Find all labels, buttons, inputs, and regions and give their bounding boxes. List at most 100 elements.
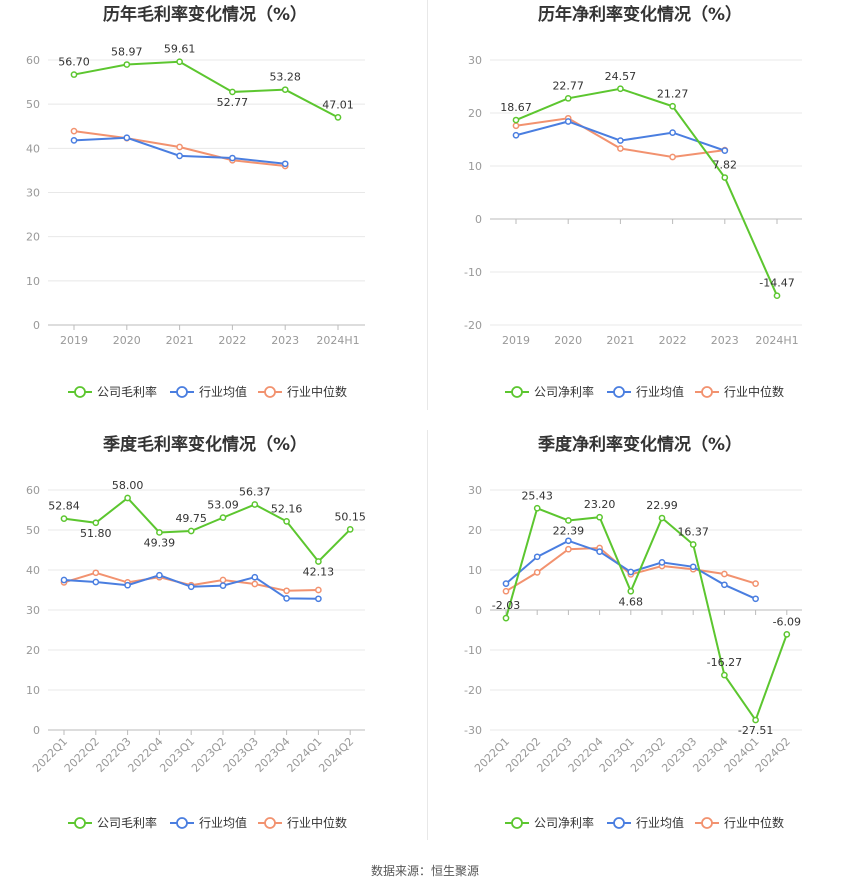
- source-note: 数据来源：恒生聚源: [370, 864, 479, 878]
- data-point-industry_avg: [565, 537, 572, 545]
- data-label: 51.80: [80, 527, 112, 540]
- legend-label-company: 公司净利率: [534, 384, 594, 399]
- data-point-industry_avg: [502, 580, 510, 587]
- data-label: 53.28: [269, 71, 301, 84]
- data-point-industry_avg: [752, 595, 759, 603]
- data-label: 56.37: [239, 486, 271, 499]
- vertical-divider-top: [427, 0, 428, 410]
- data-label: 23.20: [584, 498, 616, 511]
- series-line-company: [505, 506, 788, 723]
- data-point-industry_avg: [315, 595, 322, 603]
- data-point-industry_median: [502, 587, 510, 595]
- y-tick-label: 10: [26, 684, 40, 697]
- data-point-company: [251, 501, 259, 508]
- y-tick-label: 0: [33, 724, 40, 737]
- data-label: 22.39: [553, 524, 585, 537]
- data-point-industry_median: [669, 153, 676, 161]
- x-tick-label: 2021: [166, 334, 194, 347]
- x-tick-label: 2023: [271, 334, 299, 347]
- data-point-industry_avg: [533, 553, 541, 561]
- x-tick-label: 2019: [60, 334, 88, 347]
- data-point-company: [70, 71, 78, 78]
- data-label: 22.99: [646, 499, 678, 512]
- data-point-industry_avg: [251, 573, 259, 581]
- annual-net-margin-chart: 历年净利率变化情况（%） -20 -10 0 10 20 30 2019 2020 2021 202…: [430, 0, 850, 410]
- data-point-industry_avg: [721, 581, 728, 589]
- y-tick-label: 40: [26, 564, 40, 577]
- legend-label-industry_median: 行业中位数: [724, 384, 784, 399]
- data-label: 58.97: [111, 46, 143, 59]
- legend-label-industry_median: 行业中位数: [724, 815, 784, 830]
- y-tick-label: -30: [464, 724, 482, 737]
- data-point-company: [752, 716, 759, 724]
- data-point-company: [669, 102, 676, 110]
- data-point-industry_avg: [617, 137, 624, 144]
- x-tick-label: 2024H1: [316, 334, 359, 347]
- data-point-company: [512, 116, 520, 124]
- data-point-industry_median: [176, 143, 183, 151]
- legend-marker-company: [511, 817, 523, 829]
- data-point-industry_median: [219, 576, 227, 584]
- data-point-industry_avg: [627, 568, 635, 576]
- x-tick-label: 2024H1: [755, 334, 798, 347]
- x-tick-label: 2022: [218, 334, 246, 347]
- data-point-industry_avg: [564, 118, 572, 125]
- y-tick-label: -10: [464, 266, 482, 279]
- data-label: 53.09: [207, 499, 239, 512]
- legend-label-company: 公司毛利率: [97, 384, 157, 399]
- data-point-industry_avg: [60, 576, 68, 584]
- chart-svg-3: 季度净利率变化情况（%）-30-20-1001020302022Q12022Q2…: [464, 434, 802, 830]
- chart-title: 历年毛利率变化情况（%）: [103, 4, 307, 25]
- vertical-divider-bottom: [427, 430, 428, 840]
- data-point-industry_avg: [596, 548, 603, 555]
- chart-svg-1: 历年净利率变化情况（%） -20 -10 0 10 20 30 2019 2020 2021 202…: [464, 4, 802, 399]
- series-line-industry_avg: [73, 136, 286, 165]
- legend-marker-industry_median: [701, 386, 713, 398]
- legend-marker-industry_avg: [176, 386, 188, 398]
- data-point-industry_median: [617, 145, 624, 152]
- data-point-industry_avg: [689, 563, 697, 571]
- data-point-industry_avg: [669, 129, 676, 136]
- data-label: 52.16: [271, 502, 303, 515]
- series-line-company: [515, 87, 778, 297]
- data-label: 24.57: [605, 70, 637, 83]
- y-tick-label: 60: [26, 54, 40, 67]
- data-point-industry_avg: [658, 559, 666, 566]
- data-point-industry_median: [565, 545, 572, 553]
- data-point-industry_avg: [512, 131, 520, 139]
- legend-label-industry_avg: 行业均值: [636, 384, 684, 399]
- y-tick-label: 20: [468, 524, 482, 537]
- legend-marker-company: [74, 817, 86, 829]
- data-point-company: [124, 494, 131, 502]
- y-tick-label: 0: [475, 604, 482, 617]
- data-label: 4.68: [619, 595, 644, 608]
- y-tick-label: 20: [26, 231, 40, 244]
- data-label: 58.00: [112, 479, 144, 492]
- data-label: 52.84: [48, 500, 80, 513]
- x-tick-label: 2021: [606, 334, 634, 347]
- data-point-company: [92, 519, 100, 527]
- legend-marker-industry_avg: [176, 817, 188, 829]
- legend-label-industry_median: 行业中位数: [287, 815, 347, 830]
- data-point-industry_median: [251, 580, 259, 588]
- series-line-company: [63, 496, 351, 563]
- y-tick-label: 0: [33, 319, 40, 332]
- y-tick-label: 20: [26, 644, 40, 657]
- y-tick-label: 20: [468, 107, 482, 120]
- data-label: 42.13: [303, 565, 335, 578]
- y-tick-label: 30: [468, 54, 482, 67]
- data-point-industry_median: [315, 586, 322, 594]
- y-tick-label: -20: [464, 319, 482, 332]
- data-point-company: [334, 114, 342, 121]
- data-point-company: [564, 94, 572, 102]
- legend-marker-industry_median: [264, 817, 276, 829]
- data-point-industry_avg: [123, 134, 131, 142]
- data-point-industry_median: [70, 127, 78, 135]
- data-point-company: [783, 631, 791, 638]
- data-point-industry_avg: [92, 578, 100, 586]
- data-point-company: [281, 86, 289, 94]
- data-point-company: [346, 526, 354, 533]
- legend-marker-industry_median: [701, 817, 713, 829]
- y-tick-label: 30: [26, 187, 40, 200]
- data-label: 18.67: [500, 101, 532, 114]
